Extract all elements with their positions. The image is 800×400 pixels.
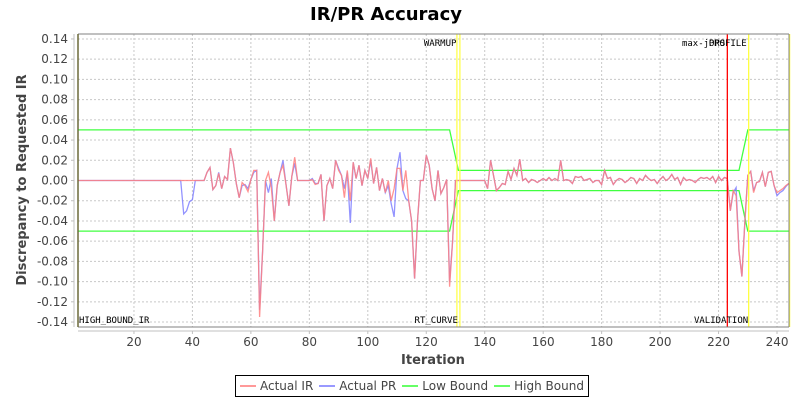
x-tick-label: 200 (649, 335, 672, 349)
legend-swatch-icon (402, 385, 419, 387)
y-tick-label: -0.08 (37, 254, 68, 268)
y-axis-label: Discrepancy to Requested IR (15, 74, 30, 285)
y-tick-label: -0.12 (37, 295, 68, 309)
y-tick-label: -0.06 (37, 234, 68, 248)
x-axis-label: Iteration (401, 353, 465, 368)
legend-label: Actual IR (260, 379, 314, 393)
y-tick-label: -0.02 (37, 194, 68, 208)
legend-swatch-icon (240, 385, 256, 387)
x-tick-label: 220 (707, 335, 730, 349)
phase-marker-top-label: PROFILE (709, 39, 747, 49)
legend-item-high-bound: High Bound (494, 379, 584, 393)
legend-label: Low Bound (422, 379, 489, 393)
y-tick-label: -0.04 (37, 214, 68, 228)
legend-item-low-bound: Low Bound (402, 379, 488, 393)
x-tick-label: 40 (185, 335, 200, 349)
x-tick-label: 20 (126, 335, 141, 349)
phase-marker-top-label: WARMUP (424, 39, 457, 49)
y-tick-label: 0.10 (41, 72, 68, 86)
legend-swatch-icon (494, 385, 511, 387)
legend-label: Actual PR (339, 379, 397, 393)
series-high-bound (78, 129, 789, 172)
phase-marker-top-label: max-jOPS (682, 39, 725, 49)
y-tick-label: -0.14 (37, 315, 68, 329)
legend-item-actual-pr: Actual PR (319, 379, 396, 393)
x-tick-label: 180 (590, 335, 613, 349)
x-tick-label: 240 (766, 335, 789, 349)
x-tick-label: 100 (356, 335, 379, 349)
x-tick-label: 60 (243, 335, 258, 349)
legend-label: High Bound (514, 379, 584, 393)
chart-title: IR/PR Accuracy (310, 4, 462, 25)
y-tick-label: 0.12 (41, 52, 68, 66)
x-tick-label: 160 (532, 335, 555, 349)
phase-marker-bottom-label: VALIDATION (694, 316, 748, 326)
y-tick-label: 0.14 (41, 32, 68, 46)
y-tick-label: 0.08 (41, 93, 68, 107)
y-tick-label: 0.06 (41, 113, 68, 127)
legend-swatch-icon (319, 385, 336, 387)
x-tick-label: 140 (473, 335, 496, 349)
series-low-bound (78, 189, 789, 232)
phase-marker-bottom-label: RT_CURVE (415, 316, 458, 326)
legend: Actual IR Actual PR Low Bound High Bound (235, 375, 589, 397)
y-tick-label: 0.02 (41, 153, 68, 167)
y-tick-label: 0.04 (41, 133, 68, 147)
y-tick-label: -0.10 (37, 275, 68, 289)
series-actual-ir (78, 147, 790, 318)
annotation-label: HIGH_BOUND_IR (79, 316, 150, 326)
legend-item-actual-ir: Actual IR (240, 379, 313, 393)
y-tick-label: 0.00 (41, 174, 68, 188)
x-tick-label: 120 (415, 335, 438, 349)
x-tick-label: 80 (302, 335, 317, 349)
